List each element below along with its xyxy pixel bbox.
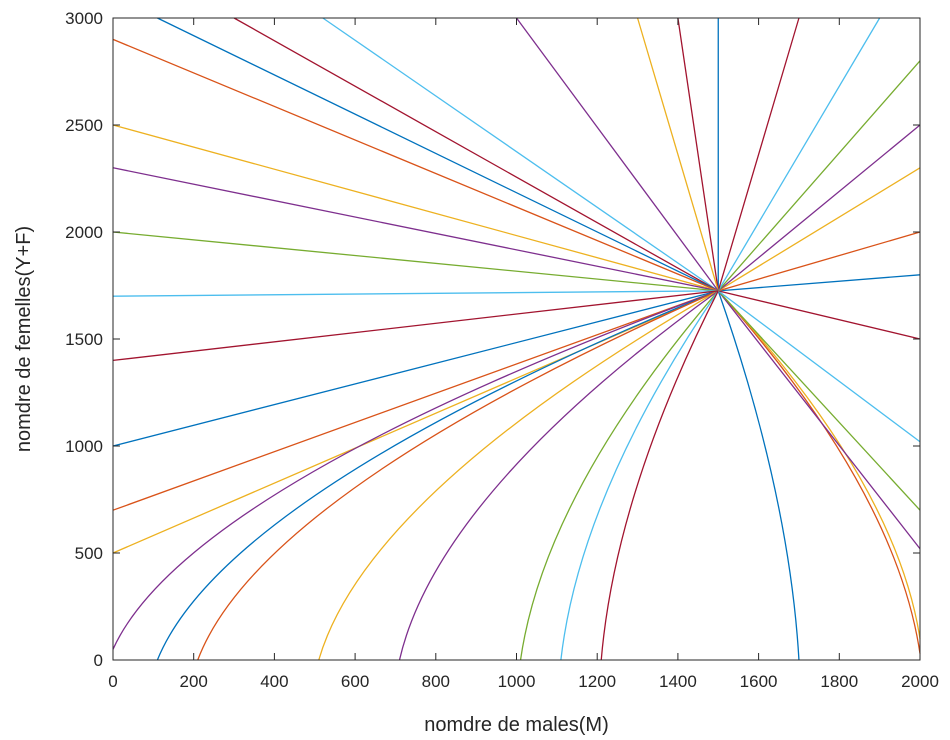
trajectory-line-23 [717,60,921,292]
trajectory-line-34 [112,124,719,292]
y-tick-label: 500 [75,544,103,563]
y-axis-label: nomdre de femelles(Y+F) [13,226,35,452]
trajectory-line-28 [636,17,719,292]
x-tick-label: 400 [260,672,288,691]
trajectory-line-10 [560,290,719,661]
trajectory-line-24 [717,17,881,292]
x-tick-label: 2000 [901,672,939,691]
trajectory-line-31 [233,17,719,292]
trajectory-line-35 [112,167,719,292]
trajectory-line-25 [717,17,800,292]
trajectory-line-27 [677,17,719,291]
trajectory-line-4 [112,290,719,650]
x-tick-label: 1600 [740,672,778,691]
trajectory-line-2 [112,290,719,511]
x-tick-label: 800 [422,672,450,691]
trajectory-line-30 [322,17,719,292]
x-tick-label: 200 [180,672,208,691]
trajectory-line-32 [157,17,719,292]
trajectory-line-12 [717,290,800,661]
trajectory-line-18 [718,290,921,340]
x-tick-label: 1200 [578,672,616,691]
y-tick-label: 2500 [65,116,103,135]
x-tick-label: 1800 [820,672,858,691]
trajectory-line-19 [718,274,921,292]
trajectory-line-37 [112,290,719,297]
trajectory-line-15 [717,290,921,550]
trajectory-line-21 [717,167,921,292]
trajectory-line-6 [197,290,719,661]
trajectory-line-11 [600,290,719,661]
trajectory-line-22 [717,124,921,292]
series-layer [112,17,921,661]
y-tick-label: 0 [94,651,103,670]
y-tick-label: 1000 [65,437,103,456]
trajectory-line-7 [318,290,719,661]
y-tick-label: 2000 [65,223,103,242]
x-tick-label: 1000 [498,672,536,691]
trajectory-line-38 [112,290,719,362]
trajectory-line-1 [112,290,719,447]
trajectory-line-29 [515,17,719,292]
trajectory-line-8 [398,290,719,661]
x-tick-label: 1400 [659,672,697,691]
x-tick-label: 600 [341,672,369,691]
trajectory-line-16 [717,290,921,511]
y-tick-label: 1500 [65,330,103,349]
x-axis-label: nomdre de males(M) [424,714,609,736]
trajectory-line-13 [717,290,921,654]
trajectory-line-20 [718,231,921,292]
trajectory-line-36 [112,231,719,292]
trajectory-line-17 [717,290,921,443]
y-tick-label: 3000 [65,9,103,28]
trajectory-line-9 [519,290,719,661]
trajectory-line-33 [112,38,719,292]
x-tick-label: 0 [108,672,117,691]
trajectory-line-5 [156,290,719,661]
trajectory-line-14 [717,290,921,639]
plot-area [113,18,920,660]
tick-layer: 0 200 400 600 800 1000 1200 1400 1600 1800 2000 0 50… [65,9,939,691]
